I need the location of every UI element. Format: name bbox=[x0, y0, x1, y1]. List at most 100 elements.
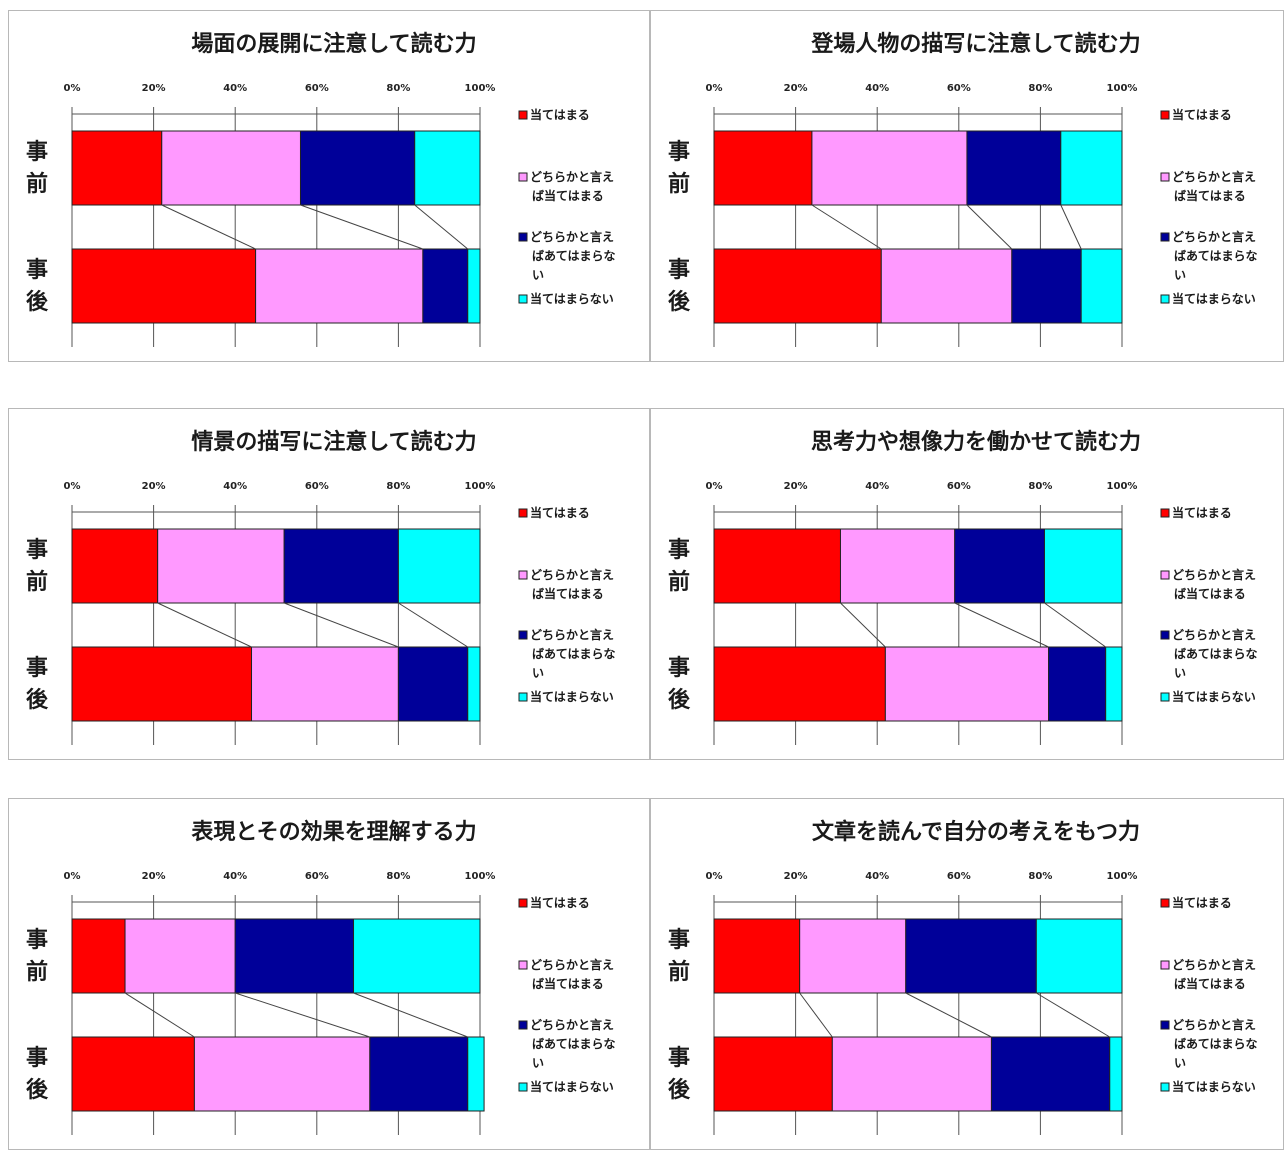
legend-swatch bbox=[1160, 508, 1170, 518]
x-tick-label: 80% bbox=[1028, 871, 1052, 882]
bar-segment bbox=[713, 130, 813, 206]
legend-label: ば当てはまる bbox=[532, 976, 604, 991]
series-connector-line bbox=[840, 602, 886, 648]
legend-label: ば当てはまる bbox=[1174, 586, 1246, 601]
x-tick-label: 60% bbox=[947, 83, 971, 94]
bar-segment bbox=[299, 130, 416, 206]
bar-segment bbox=[397, 646, 469, 722]
x-tick-label: 60% bbox=[305, 481, 329, 492]
bar-segment bbox=[990, 1036, 1111, 1112]
bar-segment bbox=[1109, 1036, 1123, 1112]
chart-panel-2: 登場人物の描写に注意して読む力 0% 20% 40% 60% 80% 100% 事前事後当ては… bbox=[650, 10, 1284, 362]
category-label: 事 bbox=[26, 257, 48, 283]
series-connector-line bbox=[283, 602, 399, 648]
legend-label: い bbox=[532, 666, 544, 680]
category-label: 事 bbox=[26, 537, 48, 563]
bar-segment bbox=[966, 130, 1062, 206]
category-label: 事 bbox=[26, 655, 48, 681]
series-connector-line bbox=[300, 204, 424, 250]
x-tick-label: 100% bbox=[465, 871, 496, 882]
x-tick-label: 80% bbox=[1028, 481, 1052, 492]
x-tick-label: 0% bbox=[706, 83, 723, 94]
bar-segment bbox=[1060, 130, 1123, 206]
legend-label: 当てはまらない bbox=[530, 291, 614, 306]
x-tick-label: 80% bbox=[386, 871, 410, 882]
bar-segment bbox=[884, 646, 1050, 722]
category-label: 前 bbox=[668, 569, 690, 595]
legend-swatch bbox=[1160, 1020, 1170, 1030]
x-tick-label: 60% bbox=[305, 83, 329, 94]
x-tick-label: 20% bbox=[784, 481, 808, 492]
legend-label: ば当てはまる bbox=[532, 586, 604, 601]
category-label: 後 bbox=[26, 289, 49, 315]
bar-segment bbox=[713, 646, 886, 722]
bar-segment bbox=[467, 646, 481, 722]
bar-segment bbox=[880, 248, 1013, 324]
x-tick-label: 0% bbox=[706, 871, 723, 882]
category-label: 前 bbox=[26, 959, 48, 985]
legend-label: ば当てはまる bbox=[532, 188, 604, 203]
bar-segment bbox=[255, 248, 424, 324]
category-label: 後 bbox=[26, 1077, 49, 1103]
bar-segment bbox=[71, 1036, 195, 1112]
chart-title: 思考力や想像力を働かせて読む力 bbox=[811, 429, 1141, 455]
category-label: 後 bbox=[668, 1077, 691, 1103]
bar-segment bbox=[71, 918, 126, 994]
legend-label: 当てはまる bbox=[530, 107, 590, 122]
bar-segment bbox=[831, 1036, 992, 1112]
bar-segment bbox=[1048, 646, 1107, 722]
legend-swatch bbox=[518, 232, 528, 242]
legend-swatch bbox=[1160, 630, 1170, 640]
legend-swatch bbox=[518, 692, 528, 702]
legend-swatch bbox=[518, 172, 528, 182]
chart-panel-3: 情景の描写に注意して読む力 0% 20% 40% 60% 80% 100% 事前事後当てはまる… bbox=[8, 408, 650, 760]
legend-label: ばあてはまらな bbox=[1174, 646, 1258, 661]
legend-swatch bbox=[1160, 898, 1170, 908]
series-connector-line bbox=[1044, 602, 1106, 648]
series-connector-line bbox=[966, 204, 1013, 250]
legend-label: どちらかと言え bbox=[1172, 169, 1256, 184]
bar-segment bbox=[414, 130, 481, 206]
series-connector-line bbox=[414, 204, 469, 250]
legend-label: どちらかと言え bbox=[530, 169, 614, 184]
x-tick-label: 60% bbox=[947, 871, 971, 882]
legend-label: ばあてはまらな bbox=[1174, 248, 1258, 263]
bar-segment bbox=[1080, 248, 1123, 324]
category-label: 事 bbox=[668, 655, 690, 681]
legend-label: ばあてはまらな bbox=[532, 248, 616, 263]
category-label: 事 bbox=[26, 1045, 48, 1071]
x-tick-label: 20% bbox=[784, 83, 808, 94]
legend-label: ばあてはまらな bbox=[532, 1036, 616, 1051]
legend-label: 当てはまらない bbox=[1172, 1079, 1256, 1094]
category-label: 後 bbox=[668, 687, 691, 713]
chart-panel-1: 場面の展開に注意して読む力 0% 20% 40% 60% 80% 100% 事前事後当てはまる… bbox=[8, 10, 650, 362]
legend-swatch bbox=[518, 960, 528, 970]
bar-segment bbox=[905, 918, 1037, 994]
series-connector-line bbox=[1060, 204, 1082, 250]
legend-swatch bbox=[518, 570, 528, 580]
legend-label: 当てはまらない bbox=[1172, 291, 1256, 306]
bar-segment bbox=[71, 130, 163, 206]
bar-segment bbox=[1011, 248, 1082, 324]
x-tick-label: 20% bbox=[142, 83, 166, 94]
x-tick-label: 0% bbox=[706, 481, 723, 492]
legend-label: どちらかと言え bbox=[530, 1017, 614, 1032]
category-label: 事 bbox=[668, 139, 690, 165]
chart-title: 場面の展開に注意して読む力 bbox=[191, 31, 476, 57]
legend-swatch bbox=[518, 294, 528, 304]
series-connector-line bbox=[398, 602, 469, 648]
bar-segment bbox=[839, 528, 956, 604]
legend-label: 当てはまらない bbox=[530, 689, 614, 704]
chart-title: 文章を読んで自分の考えをもつ力 bbox=[812, 819, 1140, 845]
legend-label: 当てはまる bbox=[1172, 895, 1232, 910]
category-label: 事 bbox=[668, 927, 690, 953]
series-connector-line bbox=[954, 602, 1049, 648]
legend-swatch bbox=[518, 1082, 528, 1092]
bar-segment bbox=[1035, 918, 1123, 994]
x-tick-label: 80% bbox=[386, 481, 410, 492]
bar-segment bbox=[161, 130, 301, 206]
category-label: 前 bbox=[668, 959, 690, 985]
x-tick-label: 0% bbox=[64, 871, 81, 882]
